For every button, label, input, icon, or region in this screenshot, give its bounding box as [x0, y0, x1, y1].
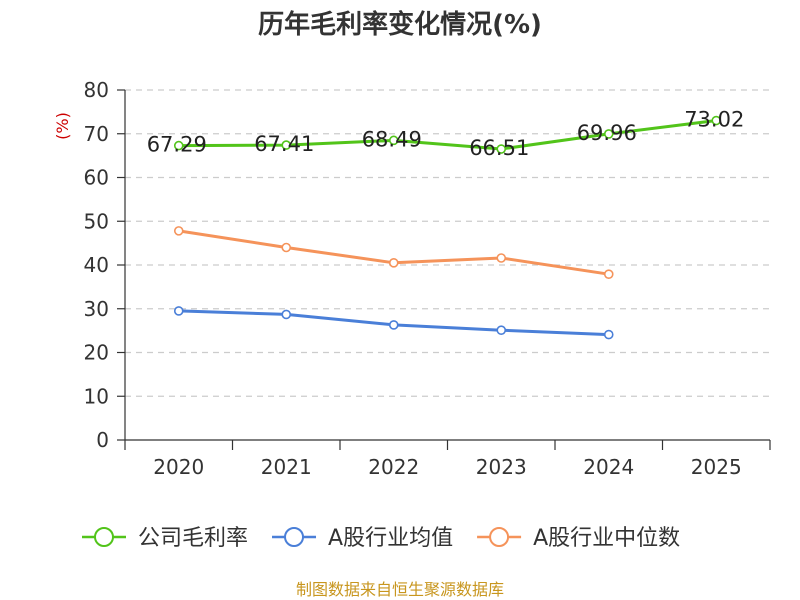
data-point	[496, 325, 507, 335]
data-label: 66.51	[469, 136, 529, 160]
y-tick-label: 50	[84, 209, 109, 233]
legend-marker-circle	[94, 527, 114, 547]
data-point	[281, 309, 292, 320]
x-tick-label: 2021	[261, 455, 312, 479]
x-tick-label: 2024	[583, 455, 634, 479]
x-tick-label: 2025	[691, 455, 742, 479]
data-point	[388, 320, 399, 330]
y-axis-label: (%)	[53, 112, 72, 140]
y-tick-label: 0	[96, 428, 109, 452]
data-point	[388, 258, 399, 268]
legend-marker-circle	[489, 527, 510, 547]
y-tick-label: 30	[84, 297, 109, 321]
legend[interactable]: 公司毛利率 A股行业均值 A股行业中位数	[82, 526, 680, 551]
y-tick-label: 20	[84, 341, 109, 365]
data-label: 67.41	[254, 132, 314, 156]
y-tick-label: 10	[84, 384, 109, 408]
legend-label: 公司毛利率	[138, 526, 248, 551]
legend-label: A股行业中位数	[533, 526, 680, 551]
legend-item[interactable]: 公司毛利率	[82, 526, 248, 551]
x-tick-labels: 2020 2021 2022 2023 2024 2025	[153, 455, 741, 479]
data-point	[281, 140, 292, 150]
data-label: 67.29	[147, 133, 207, 157]
data-source: 制图数据来自恒生聚源数据库	[296, 580, 504, 599]
data-point	[711, 115, 722, 126]
series-line-0	[178, 119, 717, 151]
legend-marker-circle	[284, 527, 305, 547]
x-tick-label: 2023	[476, 455, 527, 479]
data-point	[281, 242, 292, 253]
x-tick-label: 2020	[153, 455, 204, 479]
data-point	[173, 226, 184, 236]
data-point	[173, 306, 184, 316]
series-group: 67.29 67.41 68.49 66.51 69.96 73.02	[147, 108, 744, 340]
y-tick-label: 70	[84, 122, 109, 146]
data-label: 73.02	[684, 108, 744, 132]
y-tick-label: 80	[84, 78, 109, 102]
data-label: 69.96	[577, 121, 637, 145]
axes	[117, 89, 771, 450]
y-tick-label: 40	[84, 253, 109, 277]
data-point	[173, 140, 184, 151]
grid-lines	[125, 89, 770, 397]
data-point	[603, 269, 614, 279]
x-tick-label: 2022	[368, 455, 419, 479]
legend-item[interactable]: A股行业均值	[272, 526, 453, 551]
y-tick-labels: 0 10 20 30 40 50 60 70 80	[84, 78, 109, 452]
y-tick-label: 60	[84, 166, 109, 190]
data-label: 68.49	[362, 127, 422, 151]
data-point	[496, 144, 507, 154]
series-line-2	[178, 229, 610, 276]
chart-title: 历年毛利率变化情况(%)	[258, 9, 542, 40]
legend-item[interactable]: A股行业中位数	[477, 526, 680, 551]
data-point	[603, 329, 614, 340]
data-point	[388, 135, 399, 146]
data-point	[603, 129, 614, 139]
legend-label: A股行业均值	[328, 526, 453, 551]
data-point	[496, 253, 507, 263]
